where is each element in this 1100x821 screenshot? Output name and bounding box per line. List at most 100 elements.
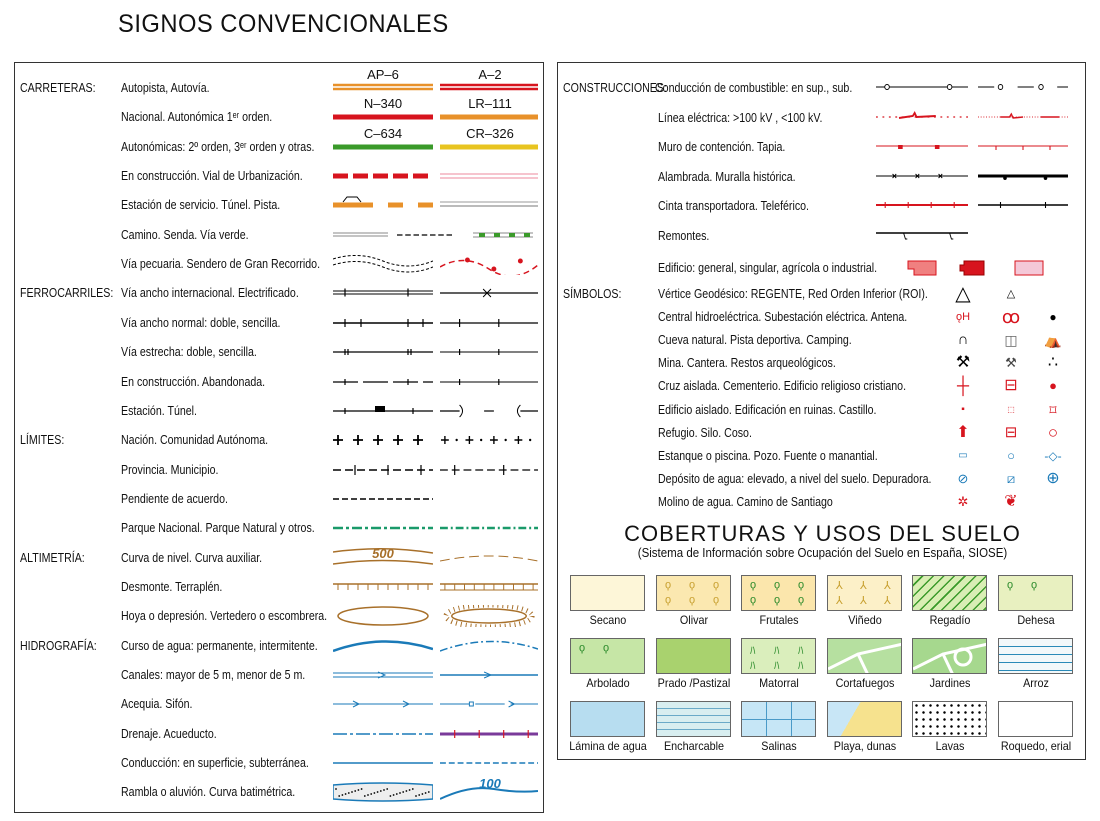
natural-park-symbol — [440, 517, 538, 542]
building-general-symbol — [906, 257, 938, 282]
legend-description: Cueva natural. Pista deportiva. Camping. — [658, 333, 852, 348]
greenway-symbol — [473, 224, 533, 249]
road-code-label: 100 — [479, 776, 501, 792]
archaeological-icon: ∴ — [1047, 354, 1059, 372]
coverage-swatch-prado-pastizal — [656, 638, 731, 674]
wall-symbol — [978, 136, 1068, 161]
rail-intl-symbol — [333, 282, 433, 307]
category-label: SÍMBOLOS: — [563, 287, 622, 301]
drain-symbol — [333, 723, 433, 748]
legend-description: Cruz aislada. Cementerio. Edificio relig… — [658, 379, 907, 394]
path-symbol — [333, 224, 388, 249]
coverage-label: Matorral — [759, 676, 799, 690]
road-code-label: 500 — [372, 545, 394, 561]
pipe-underground-symbol — [440, 752, 538, 777]
legend-row: CARRETERAS: Autopista, Autovía. AP–6 A–2 — [15, 67, 543, 102]
legend-row: Drenaje. Acueducto. — [15, 723, 543, 745]
autopista-symbol — [333, 77, 433, 102]
category-label: ALTIMETRÍA: — [20, 550, 85, 565]
legend-row: Estación de servicio. Túnel. Pista. — [15, 194, 543, 216]
cut-symbol — [333, 576, 433, 601]
legend-description: Edificio aislado. Edificación en ruinas.… — [658, 402, 877, 417]
treatment-plant-icon: ⊕ — [1046, 469, 1060, 487]
coverage-swatch-lavas — [912, 701, 987, 737]
rail-single-symbol — [440, 312, 538, 337]
legend-description: Curso de agua: permanente, intermitente. — [121, 638, 318, 653]
road-code-label: LR–111 — [468, 96, 512, 112]
legend-row: Acequia. Sifón. — [15, 693, 543, 715]
legend-description: Provincia. Municipio. — [121, 462, 219, 477]
silo-icon: ⊟ — [1004, 423, 1018, 441]
service-station-tunnel-symbol — [333, 194, 433, 219]
legend-row: Muro de contención. Tapia. — [558, 136, 1086, 158]
legend-description: Cinta transportadora. Teleférico. — [658, 199, 810, 213]
legend-description: En construcción. Vial de Urbanización. — [121, 169, 303, 184]
municipality-symbol — [440, 459, 538, 484]
coverage-label: Viñedo — [848, 613, 882, 627]
road-code-label: CR–326 — [466, 125, 514, 141]
legend-row: Remontes. — [558, 225, 1086, 247]
legend-row: SÍMBOLOS: Vértice Geodésico: REGENTE, Red… — [558, 283, 1086, 305]
coverage-swatch-matorral: ﾊﾊﾊﾊﾊﾊ — [741, 638, 816, 674]
bullring-icon: ○ — [1047, 422, 1059, 442]
legend-description: Acequia. Sifón. — [121, 697, 193, 712]
cave-icon: ∩ — [957, 331, 969, 349]
well-icon: ○ — [1007, 447, 1015, 463]
santiago-shell-icon: ❦ — [1004, 492, 1018, 510]
legend-row: Central hidroeléctrica. Subestación eléc… — [558, 306, 1086, 328]
substation-icon: ꝏ — [1001, 307, 1021, 328]
coverage-swatch-regadío — [912, 575, 987, 611]
legend-row: Vía pecuaria. Sendero de Gran Recorrido. — [15, 253, 543, 277]
legend-row: Conducción: en superficie, subterránea. — [15, 752, 543, 774]
aux-contour-symbol — [439, 547, 539, 572]
legend-description: Estación de servicio. Túnel. Pista. — [121, 198, 281, 213]
coverage-label: Lavas — [935, 739, 965, 753]
page-title: SIGNOS CONVENCIONALES — [118, 10, 449, 38]
narrow-double-symbol — [333, 341, 433, 366]
legend-description: Refugio. Silo. Coso. — [658, 425, 752, 440]
rail-electric-symbol — [440, 282, 538, 307]
coverage-label: Arroz — [1023, 676, 1049, 690]
legend-description: Nación. Comunidad Autónoma. — [121, 433, 269, 448]
category-label: LÍMITES: — [20, 433, 65, 448]
coverage-label: Lámina de agua — [569, 739, 647, 753]
rail-construction-symbol — [333, 371, 433, 396]
shelter-icon: ⬆ — [956, 423, 970, 441]
alluvium-symbol — [332, 781, 434, 806]
legend-row: Línea eléctrica: >100 kV , <100 kV. — [558, 107, 1086, 129]
legend-description: Vía ancho internacional. Electrificado. — [121, 286, 299, 301]
legend-description: Hoya o depresión. Vertedero o escombrera… — [121, 609, 328, 624]
road-code-label: C–634 — [363, 125, 403, 141]
coverage-label: Olivar — [679, 613, 709, 627]
legend-row: Vía ancho normal: doble, sencilla. — [15, 312, 543, 334]
legend-description: Estanque o piscina. Pozo. Fuente o manan… — [658, 448, 878, 463]
legend-description: Mina. Cantera. Restos arqueológicos. — [658, 356, 836, 371]
legend-row: LÍMITES: Nación. Comunidad Autónoma. — [15, 429, 543, 451]
canal-major-symbol — [333, 664, 433, 689]
power-high-symbol — [876, 107, 968, 132]
depression-symbol — [333, 605, 433, 630]
embankment-symbol — [440, 576, 538, 601]
antenna-icon: ● — [1049, 310, 1057, 325]
water-tower-icon: ⊘ — [957, 470, 969, 486]
legend-row: Cruz aislada. Cementerio. Edificio relig… — [558, 375, 1086, 397]
legend-panel-left: CARRETERAS: Autopista, Autovía. AP–6 A–2 Nac… — [14, 62, 544, 813]
aqueduct-symbol — [440, 723, 538, 748]
coverage-swatch-cortafuegos — [827, 638, 902, 674]
building-industrial-symbol — [1013, 257, 1045, 282]
retaining-wall-symbol — [876, 136, 968, 161]
legend-row: Hoya o depresión. Vertedero o escombrera… — [15, 602, 543, 630]
legend-row: Edificio aislado. Edificación en ruinas.… — [558, 399, 1086, 421]
coverage-label: Prado /Pastizal — [657, 676, 731, 690]
legend-row: Estación. Túnel. — [15, 400, 543, 422]
category-label: CARRETERAS: — [20, 81, 96, 95]
road-code-label: N–340 — [363, 96, 403, 112]
road-code-label: A–2 — [478, 67, 502, 82]
legend-row: Parque Nacional. Parque Natural y otros. — [15, 517, 543, 539]
legend-row: Canales: mayor de 5 m, menor de 5 m. — [15, 664, 543, 686]
legend-row: Edificio: general, singular, agrícola o … — [558, 257, 1086, 279]
river-symbol — [332, 635, 434, 660]
legend-row: Vía estrecha: doble, sencilla. — [15, 341, 543, 363]
cable-car-symbol — [978, 195, 1068, 220]
track-symbol — [440, 194, 538, 219]
